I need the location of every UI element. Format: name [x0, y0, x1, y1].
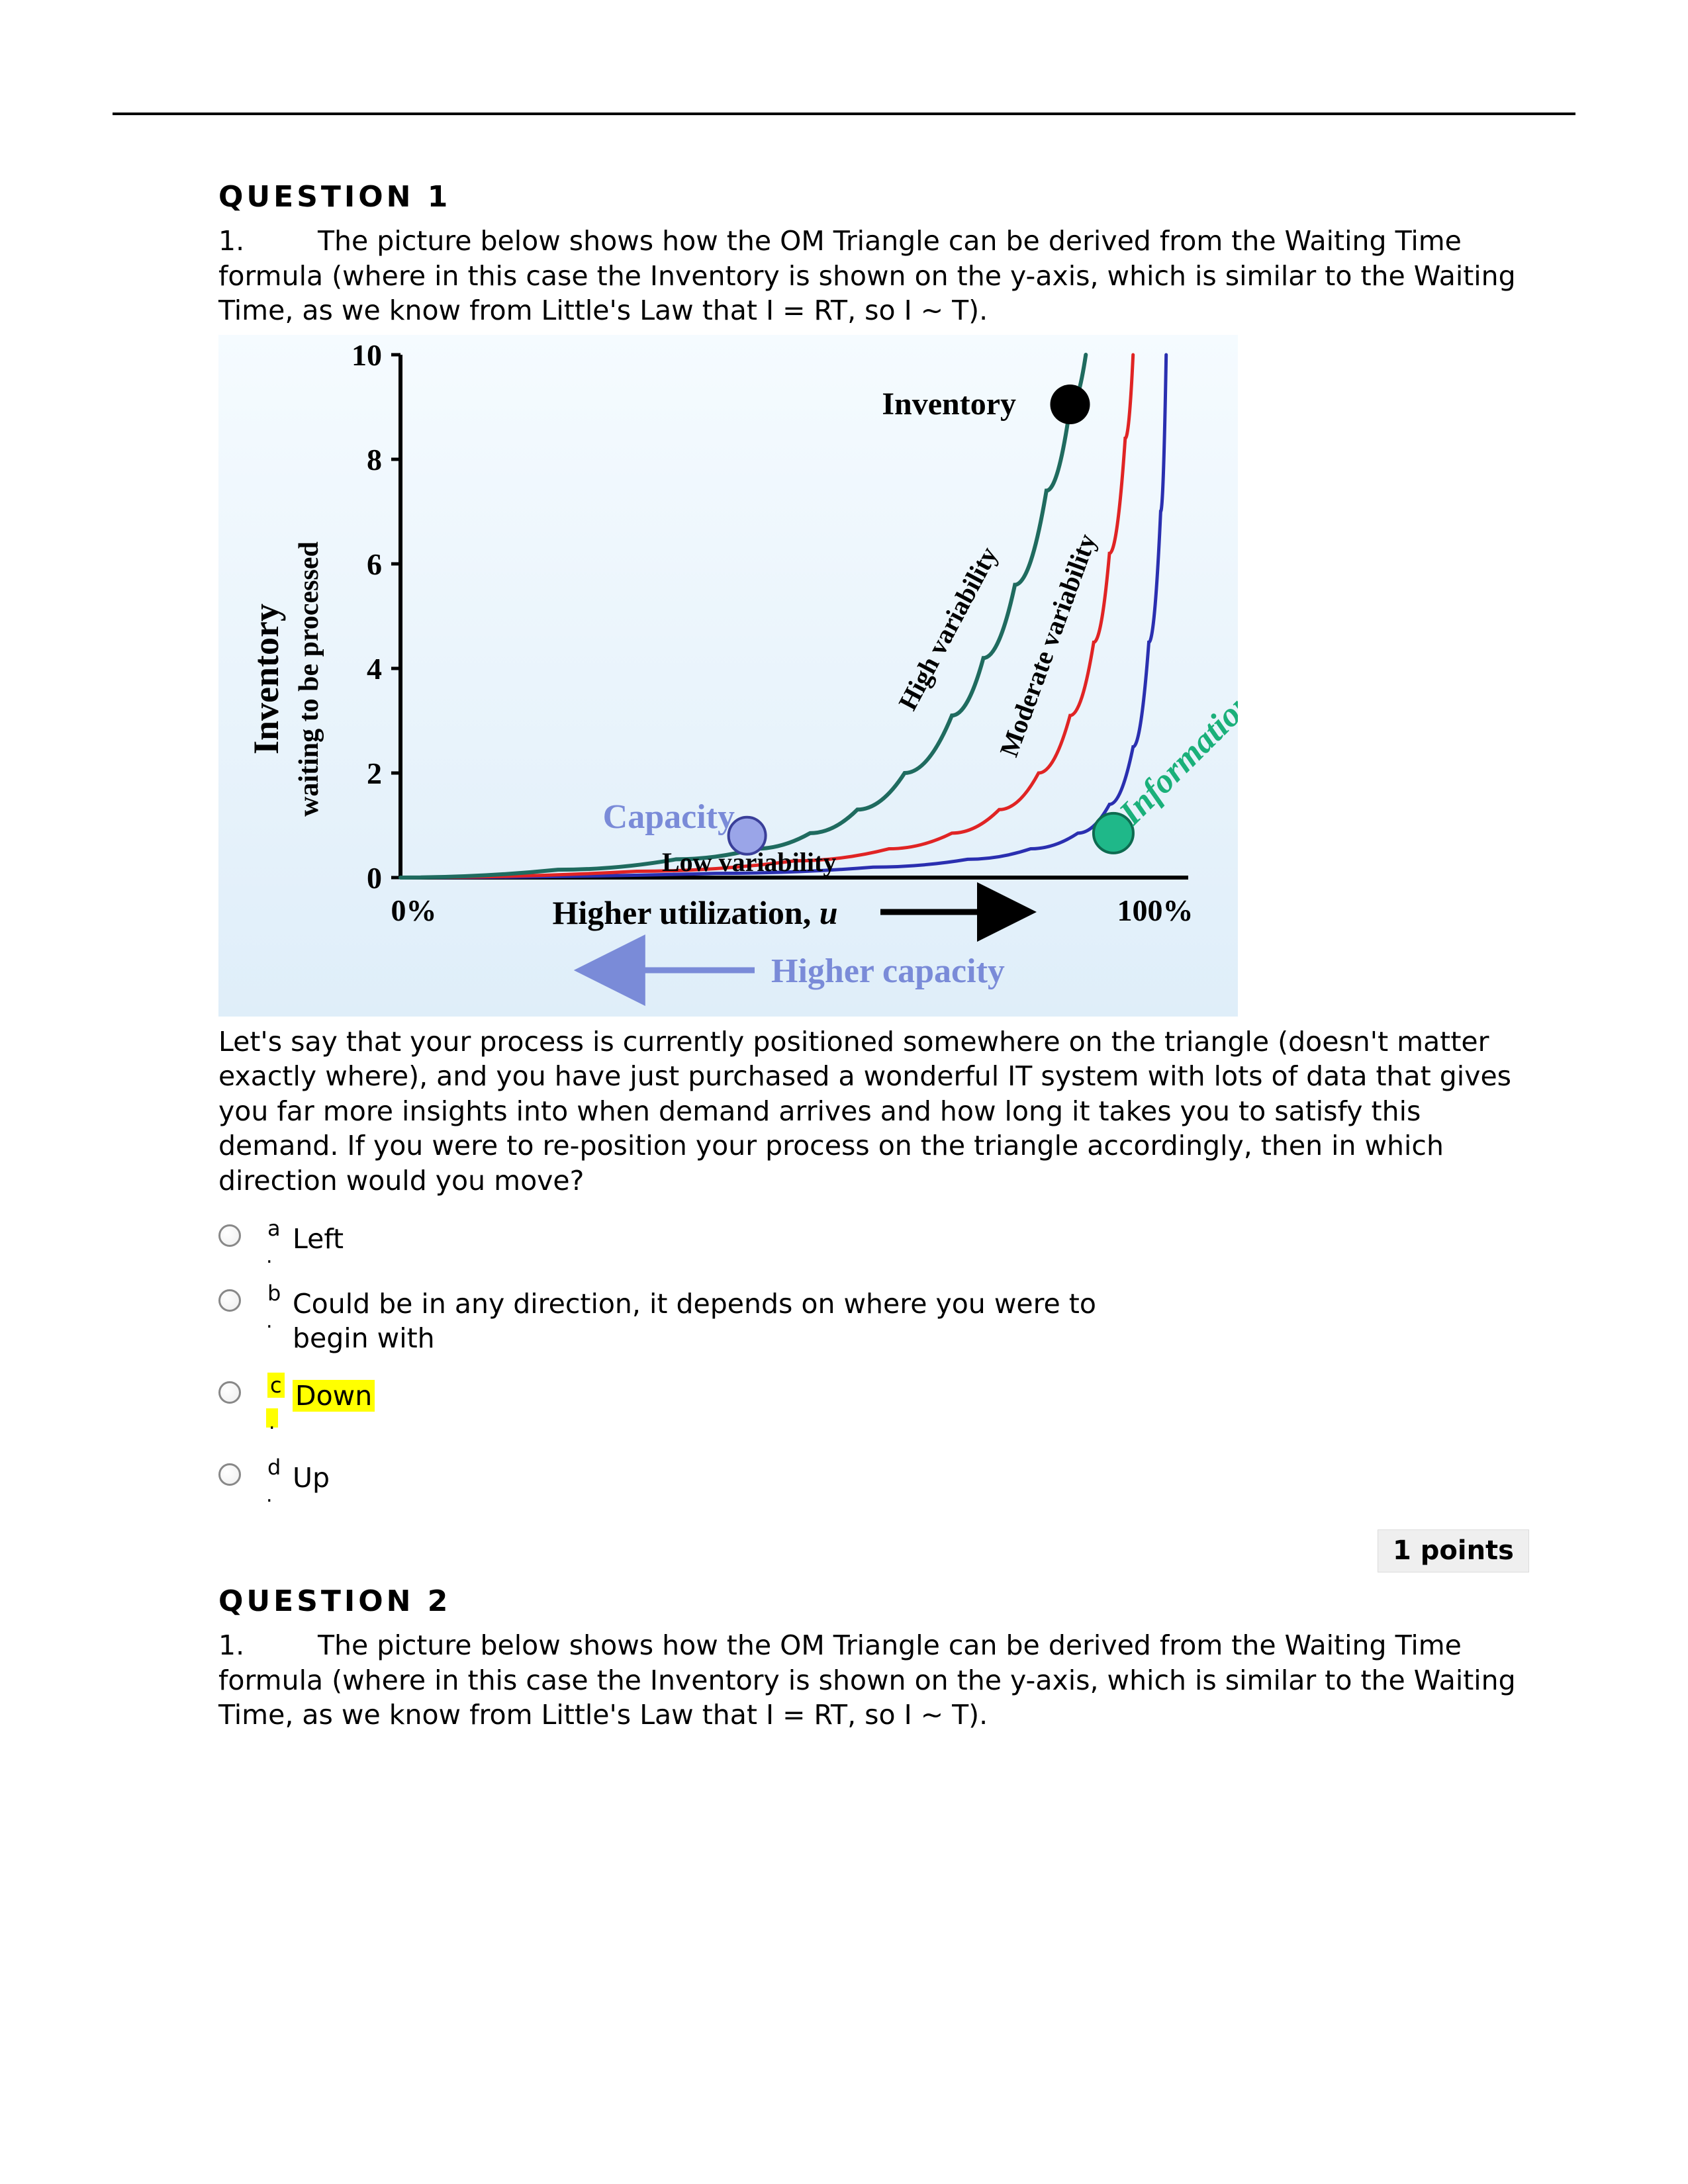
option-text: Could be in any direction, it depends on… — [293, 1283, 1100, 1356]
y-axis-label-main: Inventory — [246, 604, 286, 754]
option-text: Down — [293, 1375, 1100, 1413]
content-column: QUESTION 1 1. The picture below shows ho… — [218, 179, 1516, 1738]
x-axis-left-label: 0% — [391, 893, 437, 927]
option-text: Left — [293, 1218, 1100, 1256]
higher-capacity-label: Higher capacity — [771, 952, 1005, 990]
svg-text:10: 10 — [352, 338, 382, 372]
radio-icon[interactable] — [218, 1289, 241, 1312]
q2-intro-text: The picture below shows how the OM Trian… — [218, 1628, 1516, 1732]
option-letter: c. — [267, 1372, 290, 1435]
x-axis-main-label: Higher utilization, u — [552, 894, 837, 931]
q1-option-a[interactable]: a. Left — [218, 1218, 1516, 1264]
svg-text:6: 6 — [367, 547, 382, 581]
om-triangle-chart: 0 2 4 6 8 10 Inventory waiting to be processe… — [218, 335, 1238, 1017]
option-text: Up — [293, 1457, 1100, 1495]
q1-points-badge: 1 points — [1378, 1529, 1529, 1572]
radio-icon[interactable] — [218, 1381, 241, 1404]
capacity-marker-label: Capacity — [603, 798, 735, 836]
y-ticks: 0 2 4 6 8 10 — [352, 338, 400, 895]
inventory-marker-label: Inventory — [882, 387, 1016, 422]
x-axis-right-label: 100% — [1117, 893, 1194, 927]
chart-svg: 0 2 4 6 8 10 Inventory waiting to be processe… — [218, 335, 1238, 1017]
q1-option-c[interactable]: c. Down — [218, 1375, 1516, 1438]
q1-options: a. Left b. Could be in any direction, it… — [218, 1218, 1516, 1503]
svg-text:2: 2 — [367, 756, 382, 790]
q2-heading: QUESTION 2 — [218, 1583, 1516, 1620]
q1-heading: QUESTION 1 — [218, 179, 1516, 216]
svg-text:8: 8 — [367, 443, 382, 477]
q1-body: The picture below shows how the OM Trian… — [218, 224, 1516, 1572]
radio-icon[interactable] — [218, 1224, 241, 1247]
q1-option-b[interactable]: b. Could be in any direction, it depends… — [218, 1283, 1516, 1356]
q1-item: 1. The picture below shows how the OM Tr… — [218, 224, 1516, 1572]
q2-body: The picture below shows how the OM Trian… — [218, 1628, 1516, 1737]
q1-followup-text: Let's say that your process is currently… — [218, 1024, 1516, 1198]
moderate-variability-label: Moderate variability — [994, 529, 1102, 760]
high-variability-label: High variability — [892, 541, 1004, 715]
option-letter: b. — [267, 1280, 290, 1326]
page: QUESTION 1 1. The picture below shows ho… — [0, 0, 1688, 2184]
option-letter: d. — [267, 1454, 290, 1500]
radio-icon[interactable] — [218, 1463, 241, 1486]
q1-intro-text: The picture below shows how the OM Trian… — [218, 224, 1516, 328]
option-letter: a. — [267, 1215, 290, 1261]
svg-text:4: 4 — [367, 652, 382, 686]
q2-item: 1. The picture below shows how the OM Tr… — [218, 1628, 1516, 1737]
q1-option-d[interactable]: d. Up — [218, 1457, 1516, 1503]
top-horizontal-rule — [113, 113, 1575, 115]
svg-text:0: 0 — [367, 861, 382, 895]
y-axis-label-sub: waiting to be processed — [294, 541, 324, 817]
